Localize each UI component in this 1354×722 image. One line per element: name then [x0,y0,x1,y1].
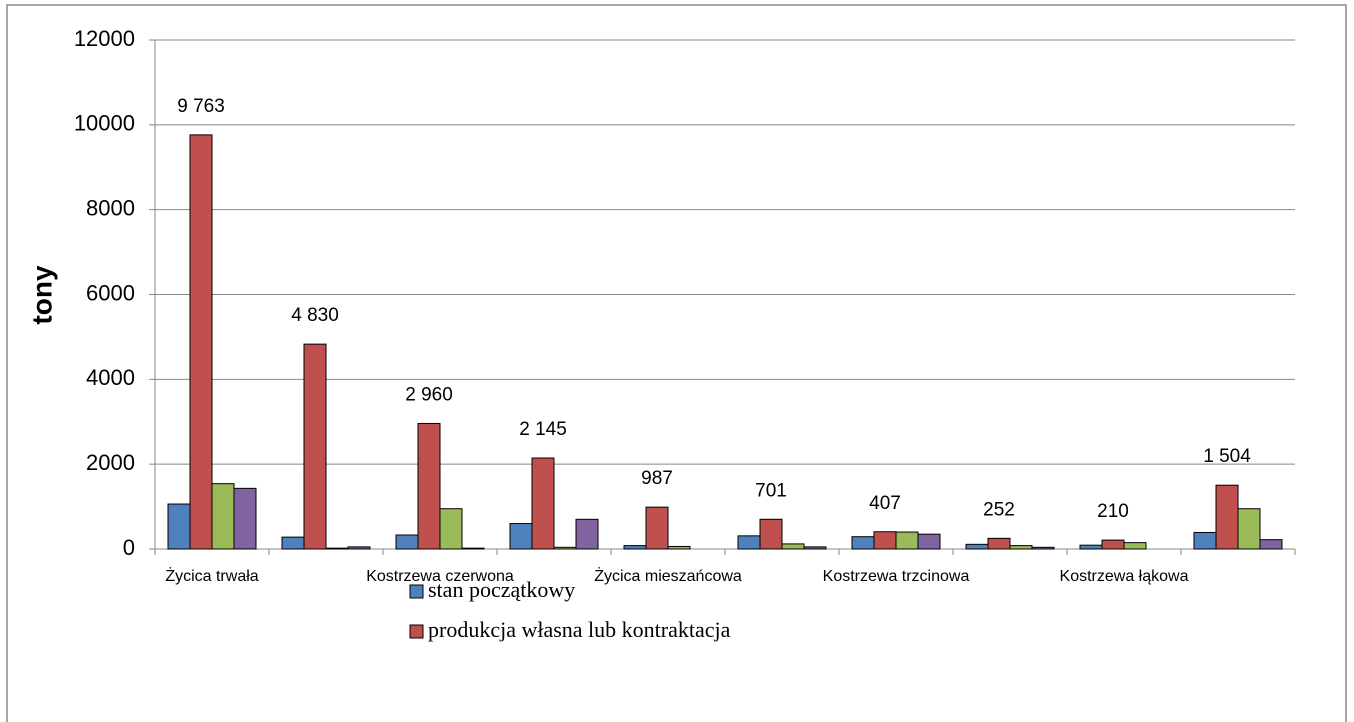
x-tick-label: Kostrzewa trzcinowa [823,568,970,585]
x-tick-label: Kostrzewa łąkowa [1060,568,1189,585]
bar [281,536,305,550]
y-tick-label: 8000 [86,195,135,220]
bar [1259,539,1283,550]
bar [211,483,235,550]
bar [1237,508,1261,550]
bar [965,543,989,550]
chart-frame [6,4,1347,722]
x-tick-label: Życica trwała [165,566,258,585]
data-label: 407 [869,493,901,514]
bar [895,531,919,550]
bar [1031,546,1055,550]
bar [803,546,827,550]
data-label: 2 960 [405,384,453,405]
bar [417,422,441,550]
x-tick-label: Kostrzewa czerwona [366,568,514,585]
bar [347,546,371,550]
bar [759,518,783,550]
bar [873,531,897,550]
bar [1101,539,1125,550]
bar [303,343,327,550]
bar [1009,545,1033,550]
bar [1193,531,1217,550]
bar [233,487,257,550]
bar [623,545,647,550]
bar [395,534,419,550]
data-label: 701 [755,480,787,501]
y-tick-label: 12000 [74,26,135,51]
legend-label: produkcja własna lub kontraktacja [428,617,731,642]
y-tick-label: 2000 [86,450,135,475]
bar [325,547,349,550]
legend-swatch [409,584,424,599]
bar [851,536,875,550]
data-label: 252 [983,499,1015,520]
legend-label: stan początkowy [428,577,575,602]
bar [1215,484,1239,550]
bar [531,457,555,550]
bar [781,543,805,550]
y-tick-label: 10000 [74,111,135,136]
bar [917,533,941,550]
y-axis-title: tony [26,265,57,325]
bar [667,545,691,550]
data-label: 4 830 [291,305,339,326]
bar [1079,544,1103,550]
bar [553,546,577,550]
bar [167,503,191,550]
bar [645,506,669,550]
bar [737,535,761,550]
bar [461,547,485,550]
y-tick-label: 4000 [86,365,135,390]
bar [987,537,1011,550]
bar [509,523,533,550]
data-label: 2 145 [519,419,567,440]
bar [439,508,463,550]
data-label: 210 [1097,501,1129,522]
legend-swatch [409,624,424,639]
y-tick-label: 6000 [86,280,135,305]
bar [189,134,213,550]
data-label: 9 763 [177,96,225,117]
x-tick-label: Życica mieszańcowa [594,566,742,585]
data-label: 987 [641,468,673,489]
y-tick-label: 0 [123,535,135,560]
bar [1123,542,1147,550]
bar [575,518,599,550]
data-label: 1 504 [1203,446,1251,467]
